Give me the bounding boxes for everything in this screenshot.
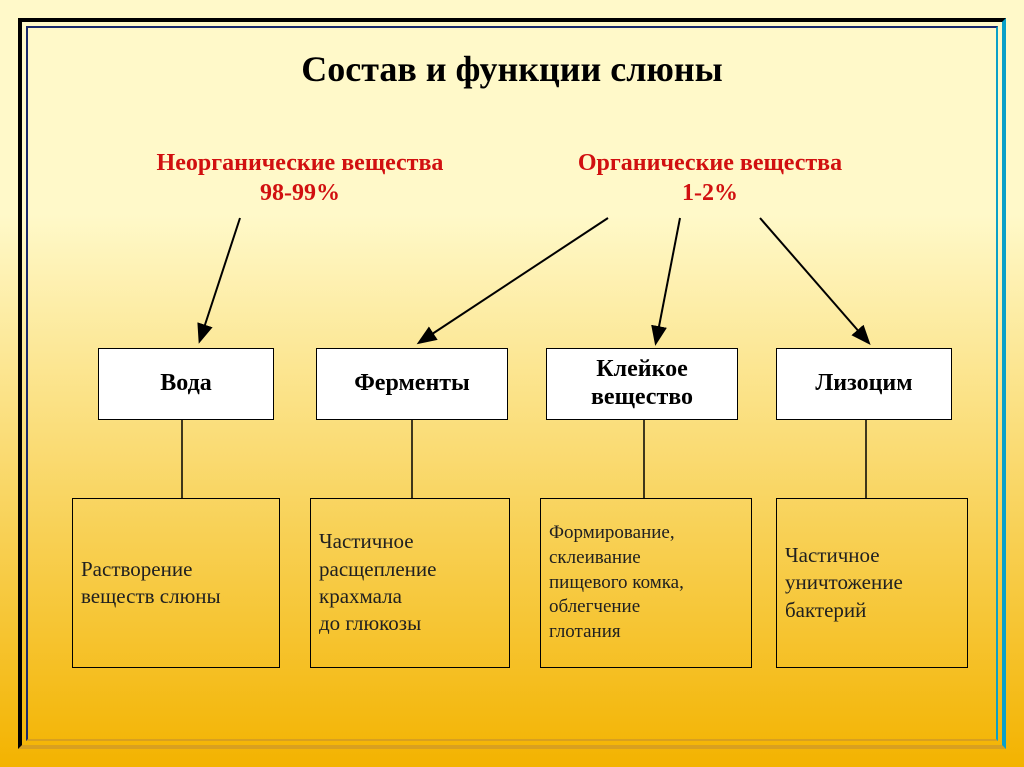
description-enzymes: Частичное расщепление крахмала до глюкоз…	[310, 498, 510, 668]
slide-title: Состав и функции слюны	[0, 48, 1024, 90]
description-sticky: Формирование,склеивание пищевого комка,о…	[540, 498, 752, 668]
arrow-3	[760, 218, 868, 342]
description-water: Растворение веществ слюны	[72, 498, 280, 668]
category-percent: 1-2%	[540, 178, 880, 208]
arrow-0	[200, 218, 240, 340]
component-lysozyme: Лизоцим	[776, 348, 952, 420]
category-label: Неорганические вещества	[157, 150, 444, 176]
slide: Состав и функции слюны Неорганические ве…	[0, 0, 1024, 767]
component-sticky: Клейкоевещество	[546, 348, 738, 420]
category-percent: 98-99%	[130, 178, 470, 208]
component-enzymes: Ферменты	[316, 348, 508, 420]
category-inorganic: Неорганические вещества98-99%	[130, 148, 470, 208]
arrow-2	[656, 218, 680, 342]
category-label: Органические вещества	[578, 150, 842, 176]
arrow-1	[420, 218, 608, 342]
component-water: Вода	[98, 348, 274, 420]
category-organic: Органические вещества1-2%	[540, 148, 880, 208]
description-lysozyme: Частичное уничтожение бактерий	[776, 498, 968, 668]
